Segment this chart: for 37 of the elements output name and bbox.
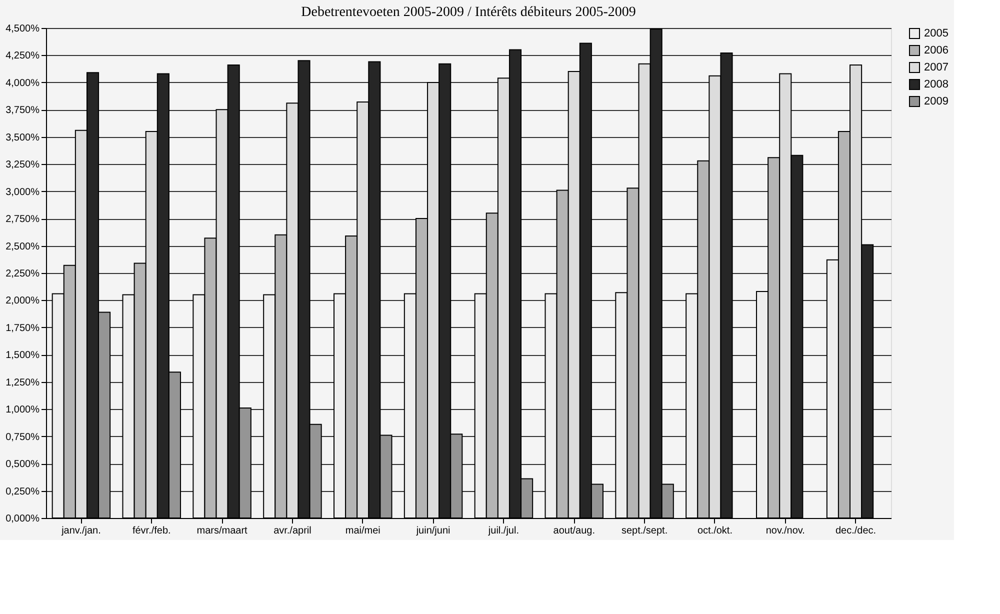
- y-tick-label: 1,000%: [6, 404, 40, 416]
- y-tick-label: 1,750%: [6, 322, 40, 334]
- legend-label: 2006: [924, 44, 948, 56]
- x-tick-label: mai/mei: [345, 526, 380, 536]
- x-tick-label: févr./feb.: [132, 526, 171, 536]
- x-tick-label: avr./april: [274, 526, 312, 536]
- y-tick-label: 2,000%: [6, 296, 40, 307]
- y-tick-label: 3,750%: [6, 105, 40, 116]
- x-tick-label: sept./sept.: [621, 526, 668, 536]
- y-tick-label: 0,250%: [6, 486, 40, 498]
- x-tick-label: nov./nov.: [766, 526, 805, 536]
- y-tick-label: 1,500%: [6, 350, 40, 362]
- x-tick-label: juil./jul.: [487, 526, 519, 536]
- y-tick-label: 2,250%: [6, 268, 40, 280]
- legend-label: 2008: [924, 78, 948, 90]
- y-tick-label: 2,750%: [6, 214, 40, 226]
- x-tick-label: dec./dec.: [835, 526, 876, 536]
- y-tick-label: 2,500%: [6, 241, 40, 252]
- y-tick-label: 4,000%: [6, 78, 40, 89]
- y-tick-label: 1,250%: [6, 377, 40, 388]
- y-tick-label: 4,500%: [6, 24, 40, 34]
- legend-label: 2007: [924, 62, 948, 74]
- legend-label: 2009: [924, 96, 948, 108]
- y-tick-label: 0,750%: [6, 432, 40, 443]
- y-tick-label: 0,000%: [6, 514, 40, 524]
- x-tick-label: oct./okt.: [697, 526, 732, 536]
- x-tick-label: juin/juni: [415, 526, 450, 536]
- y-tick-label: 3,000%: [6, 186, 40, 198]
- y-tick-label: 3,250%: [6, 160, 40, 171]
- x-tick-label: mars/maart: [196, 526, 248, 536]
- x-tick-label: aout/aug.: [553, 526, 595, 536]
- y-tick-label: 4,250%: [6, 50, 40, 62]
- chart-title: Debetrentevoeten 2005-2009 / Intérêts débiteurs 2005-2009: [301, 5, 636, 20]
- y-tick-label: 0,500%: [6, 459, 40, 470]
- y-tick-label: 3,500%: [6, 132, 40, 144]
- legend-label: 2005: [924, 28, 948, 40]
- x-tick-label: janv./jan.: [60, 526, 101, 536]
